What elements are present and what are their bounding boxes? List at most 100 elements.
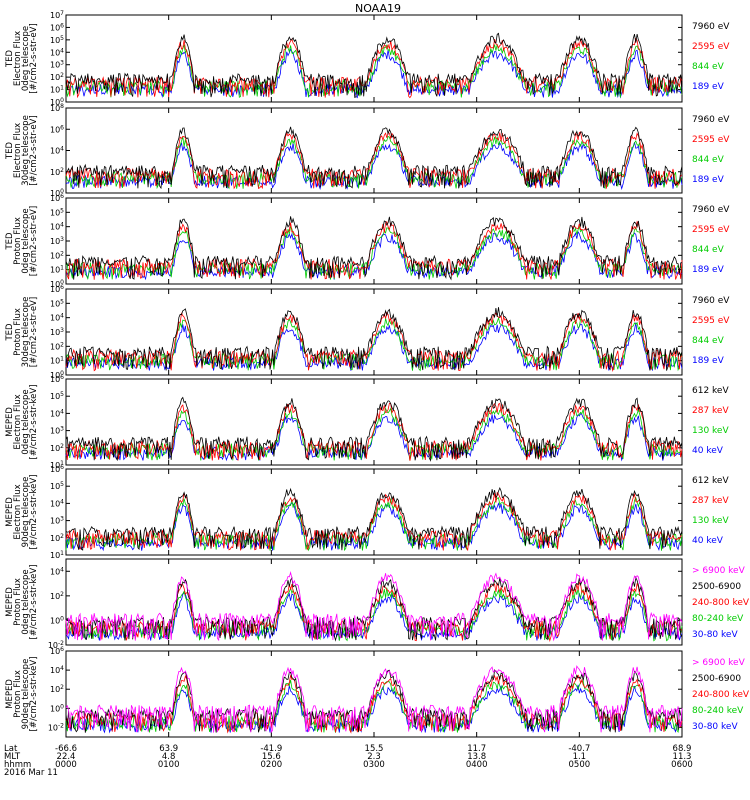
y-axis-label-line: 30deg telescope	[21, 297, 31, 368]
series-line	[65, 322, 683, 371]
legend-entry: 612 keV	[692, 476, 729, 486]
series-line	[65, 135, 683, 190]
series-line	[65, 576, 683, 642]
x-axis-footer: Lat -66.6 63.9 -41.9 15.5 11.7 -40.7 68.9 MLT 22.…	[4, 744, 693, 778]
y-axis-label-line: Proton Flux	[13, 308, 23, 356]
y-axis-label-line: [#/cm2-s-str-eV]	[29, 297, 39, 367]
y-tick-label: 105	[50, 298, 64, 308]
y-axis-label-line: 90deg telescope	[21, 477, 31, 548]
y-tick-label: 102	[50, 72, 64, 82]
footer-tick-label: 0600	[671, 760, 693, 770]
series-line	[65, 316, 683, 372]
y-axis-label-line: TED	[5, 323, 15, 342]
footer-tick-label: 0300	[363, 760, 385, 770]
legend-entry: 80-240 keV	[692, 614, 744, 624]
series-line	[65, 486, 683, 551]
y-tick-label: 104	[50, 665, 64, 675]
y-axis-label-line: MEPED	[5, 407, 15, 437]
y-tick-label: 102	[50, 591, 64, 601]
y-tick-label: 100	[50, 188, 64, 198]
y-tick-label: 104	[50, 222, 64, 232]
footer-tick-label: 68.9	[673, 744, 692, 754]
y-tick-label: 100	[50, 370, 64, 380]
legend-entry: 80-240 keV	[692, 706, 744, 716]
series-line	[65, 131, 683, 190]
series-line	[65, 32, 683, 99]
footer-tick-label: 15.5	[365, 744, 384, 754]
y-axis-label-line: TED	[5, 232, 15, 251]
y-axis-label-line: 0deg telescope	[21, 389, 31, 454]
legend-entry: 30-80 keV	[692, 722, 738, 732]
y-tick-label: 101	[50, 460, 64, 470]
footer-tick-label: 63.9	[159, 744, 178, 754]
y-tick-label: 102	[50, 341, 64, 351]
y-tick-label: 102	[50, 684, 64, 694]
footer-tick-label: -66.6	[55, 744, 77, 754]
legend-entry: 2595 eV	[692, 225, 730, 235]
y-tick-label: 10-2	[48, 640, 64, 650]
y-tick-label: 102	[50, 167, 64, 177]
y-tick-label: 104	[50, 146, 64, 156]
y-axis-label-line: MEPED	[5, 679, 15, 709]
y-tick-label: 106	[50, 193, 64, 203]
footer-row-label: hhmm	[4, 760, 31, 770]
legend-entry: > 6900 keV	[692, 658, 746, 668]
footer-tick-label: 11.7	[467, 744, 486, 754]
y-axis-label-line: 0deg telescope	[21, 26, 31, 91]
footer-tick-label: 22.4	[57, 752, 76, 762]
footer-tick-label: 13.8	[467, 752, 486, 762]
y-tick-label: 106	[50, 124, 64, 134]
y-tick-label: 106	[50, 464, 64, 474]
y-axis-label-line: 90deg telescope	[21, 659, 31, 730]
y-tick-label: 10-2	[48, 722, 64, 732]
y-tick-label: 104	[50, 498, 64, 508]
panel-frame	[65, 558, 683, 646]
y-axis-label-line: TED	[5, 49, 15, 68]
footer-tick-label: 1.1	[573, 752, 587, 762]
legend-entry: 240-800 keV	[692, 690, 750, 700]
legend-entry: 189 eV	[692, 82, 725, 92]
legend-entry: 287 keV	[692, 496, 729, 506]
y-axis-label-line: Electron Flux	[13, 394, 23, 449]
y-tick-label: 105	[50, 207, 64, 217]
footer-row-label: MLT	[4, 752, 21, 762]
legend-entry: 189 eV	[692, 175, 725, 185]
legend-entry: 844 eV	[692, 62, 725, 72]
legend-entry: > 6900 keV	[692, 566, 746, 576]
legend-entry: 240-800 keV	[692, 598, 750, 608]
y-tick-label: 100	[50, 615, 64, 625]
series-line	[65, 571, 683, 642]
footer-tick-label: 2.3	[367, 752, 381, 762]
y-tick-label: 101	[50, 265, 64, 275]
footer-tick-label: 0100	[158, 760, 180, 770]
footer-tick-label: 15.6	[262, 752, 281, 762]
chart-title: NOAA19	[355, 2, 401, 15]
legend-entry: 844 eV	[692, 336, 725, 346]
y-tick-label: 100	[50, 703, 64, 713]
series-line	[65, 37, 683, 99]
footer-tick-label: -41.9	[260, 744, 282, 754]
y-tick-label: 105	[50, 481, 64, 491]
y-tick-label: 105	[50, 391, 64, 401]
legend-entry: 30-80 keV	[692, 630, 738, 640]
legend-entry: 7960 eV	[692, 296, 730, 306]
legend-entry: 844 eV	[692, 155, 725, 165]
y-tick-label: 104	[50, 313, 64, 323]
y-axis-label-line: Electron Flux	[13, 31, 23, 86]
series-line	[65, 230, 683, 281]
series-line	[65, 220, 683, 280]
y-tick-label: 102	[50, 443, 64, 453]
y-axis-label-line: [#/cm2-s-str-eV]	[29, 115, 39, 185]
y-tick-label: 101	[50, 356, 64, 366]
y-axis-label-line: Electron Flux	[13, 484, 23, 539]
y-tick-label: 108	[50, 103, 64, 113]
y-tick-label: 107	[50, 10, 64, 20]
y-axis-label-line: Proton Flux	[13, 578, 23, 626]
